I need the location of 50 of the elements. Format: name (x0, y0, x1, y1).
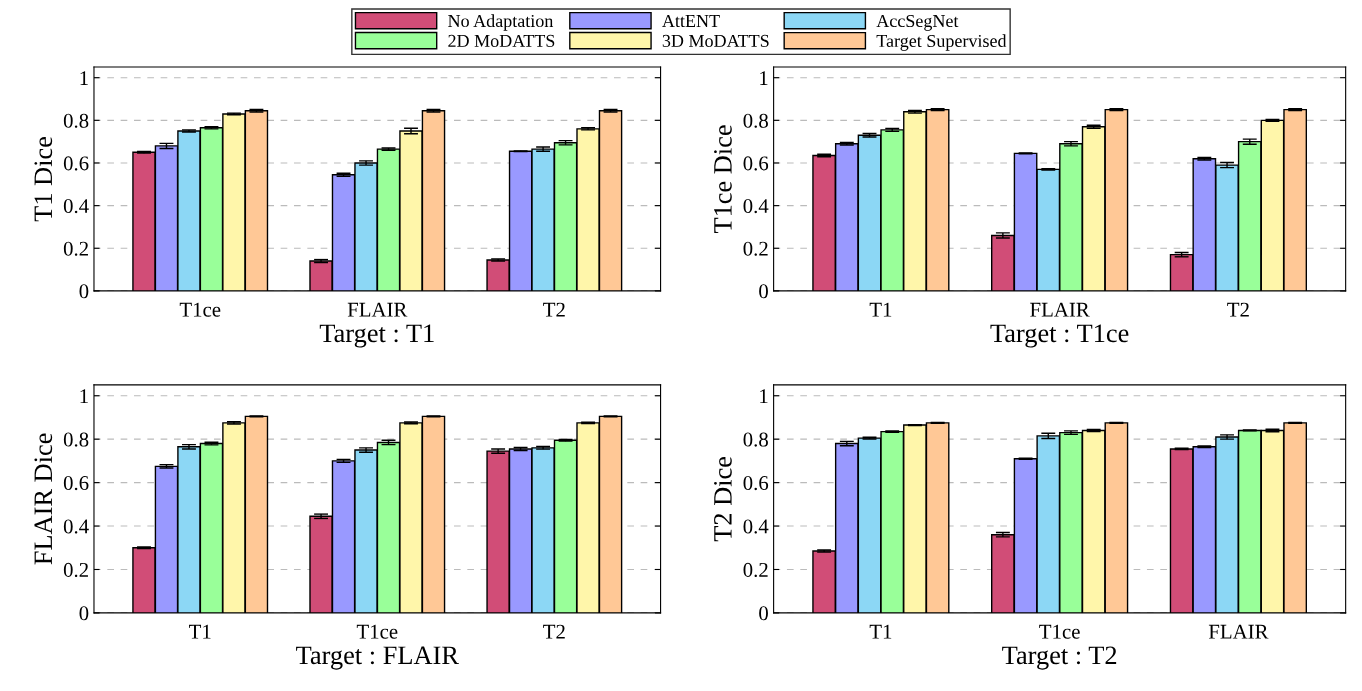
y-tick-label: 0.6 (743, 475, 769, 491)
y-axis-title: T1 Dice (34, 137, 53, 222)
legend-label: Target Supervised (876, 34, 1007, 51)
y-tick-label: 0.4 (743, 519, 769, 534)
y-tick-label: 0 (759, 284, 768, 299)
y-tick-label: 0.8 (63, 432, 89, 447)
x-tick-label: T2 (543, 302, 565, 317)
legend-label: 3D MoDATTS (662, 34, 769, 47)
y-tick-label: 0.8 (743, 432, 768, 447)
legend-label: No Adaptation (448, 14, 554, 31)
x-tick-label: T1ce (179, 302, 221, 317)
x-tick-label: T1ce (1039, 624, 1080, 639)
y-tick-label: 1 (760, 389, 768, 403)
x-axis-title: Target : FLAIR (296, 646, 459, 670)
legend-label: 2D MoDATTS (448, 34, 555, 47)
y-tick-label: 0.6 (63, 156, 89, 171)
y-tick-label: 0.8 (63, 113, 89, 128)
y-tick-label: 1 (80, 389, 88, 403)
y-tick-label: 0.2 (743, 241, 768, 256)
x-tick-label: T2 (1227, 302, 1249, 317)
y-tick-label: 0.2 (63, 562, 88, 578)
x-tick-label: T1 (869, 624, 892, 639)
y-tick-label: 0 (79, 284, 89, 299)
y-tick-label: 0.6 (743, 156, 769, 171)
x-tick-label: T2 (543, 624, 565, 639)
y-axis-title: T1ce Dice (714, 125, 732, 234)
y-tick-label: 0.4 (743, 199, 769, 214)
x-axis-title: Target : T1ce (990, 324, 1129, 348)
y-tick-label: 0.6 (63, 475, 89, 491)
x-tick-label: FLAIR (1030, 302, 1090, 317)
y-tick-label: 0 (79, 606, 89, 621)
x-tick-label: T1ce (356, 624, 398, 639)
y-tick-label: 0.4 (63, 519, 89, 534)
x-axis-title: Target : T1 (319, 324, 434, 348)
y-axis-title: T2 Dice (714, 456, 732, 542)
y-tick-label: 0.8 (743, 113, 768, 128)
y-tick-label: 1 (760, 71, 768, 85)
y-tick-label: 0.2 (63, 241, 88, 256)
y-tick-label: 0.4 (63, 199, 89, 214)
y-tick-label: 1 (80, 71, 88, 85)
y-tick-label: 0 (759, 606, 768, 621)
legend-label: AttENT (662, 14, 720, 28)
x-axis-title: Target : T2 (1002, 646, 1117, 670)
y-axis-title: FLAIR Dice (34, 433, 53, 565)
legend-label: AccSegNet (876, 14, 959, 31)
y-tick-label: 0.2 (743, 562, 768, 578)
x-tick-label: T1 (189, 624, 211, 639)
x-tick-label: FLAIR (347, 302, 408, 317)
x-tick-label: T1 (869, 302, 892, 317)
x-tick-label: FLAIR (1208, 624, 1269, 639)
